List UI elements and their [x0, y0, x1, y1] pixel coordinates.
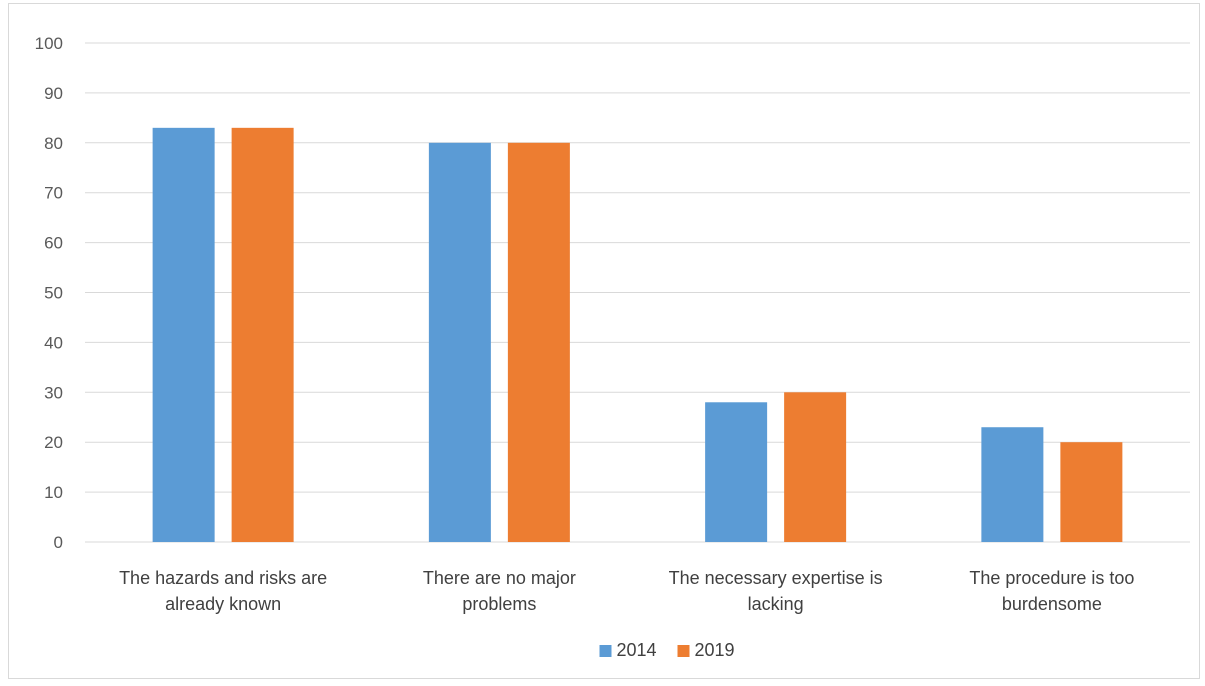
y-tick-label: 0: [54, 533, 63, 552]
y-tick-label: 80: [44, 134, 63, 153]
legend-swatch-2019: [677, 645, 690, 657]
bar-2019-2: [507, 142, 570, 543]
y-tick-label: 60: [44, 234, 63, 253]
y-tick-label: 20: [44, 433, 63, 452]
bar-2014-1: [152, 127, 215, 542]
legend-label-2014: 2014: [617, 640, 657, 660]
x-category-label: The hazards and risks are: [119, 568, 327, 588]
x-category-label: The procedure is too: [969, 568, 1134, 588]
bar-2019-3: [784, 392, 847, 542]
bar-2019-4: [1060, 442, 1123, 542]
y-tick-label: 70: [44, 184, 63, 203]
x-category-label: already known: [165, 594, 281, 614]
y-tick-label: 90: [44, 84, 63, 103]
y-tick-label: 100: [35, 34, 63, 53]
legend-swatch-2014: [599, 645, 612, 657]
bar-2014-3: [705, 402, 768, 542]
y-tick-label: 30: [44, 383, 63, 402]
x-category-label: problems: [462, 594, 536, 614]
y-tick-label: 10: [44, 483, 63, 502]
legend-label-2019: 2019: [695, 640, 735, 660]
y-tick-label: 40: [44, 333, 63, 352]
x-category-label: burdensome: [1002, 594, 1102, 614]
x-category-label: The necessary expertise is: [669, 568, 883, 588]
bar-2014-2: [428, 142, 491, 543]
y-tick-label: 50: [44, 284, 63, 303]
x-category-label: There are no major: [423, 568, 576, 588]
bar-2014-4: [981, 427, 1044, 542]
x-category-label: lacking: [748, 594, 804, 614]
bar-2019-1: [231, 127, 294, 542]
